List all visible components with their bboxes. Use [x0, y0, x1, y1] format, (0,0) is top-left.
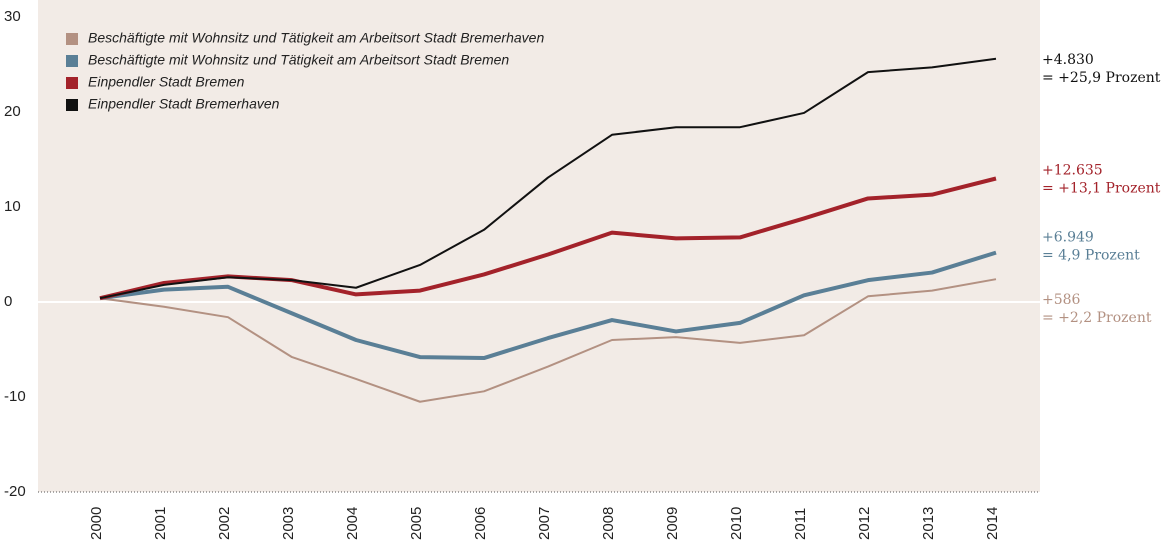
x-tick-label: 2012 [856, 507, 873, 540]
x-tick-label: 2014 [984, 507, 1001, 540]
legend-swatch [66, 99, 78, 111]
annotation: = +2,2 Prozent [1042, 310, 1152, 326]
series-line [99, 278, 997, 403]
x-tick-label: 2002 [216, 507, 233, 540]
x-tick-label: 2005 [408, 507, 425, 540]
series-line [99, 57, 997, 300]
y-tick-label: 20 [4, 103, 21, 120]
y-tick-label: 30 [4, 8, 21, 25]
y-tick-label: 10 [4, 198, 21, 215]
annotation: = +13,1 Prozent [1042, 181, 1161, 197]
annotation: = +25,9 Prozent [1042, 70, 1161, 86]
x-tick-label: 2009 [664, 507, 681, 540]
x-tick-label: 2008 [600, 507, 617, 540]
plot-background [38, 0, 1040, 492]
legend-label: Beschäftigte mit Wohnsitz und Tätigkeit … [88, 30, 544, 46]
x-tick-label: 2011 [792, 508, 809, 540]
x-tick-label: 2001 [152, 507, 169, 540]
x-tick-label: 2003 [280, 507, 297, 540]
legend-label: Einpendler Stadt Bremerhaven [88, 96, 280, 112]
annotation: +4.830 [1042, 52, 1094, 68]
x-tick-label: 2004 [344, 507, 361, 540]
legend-swatch [66, 33, 78, 45]
annotation: = 4,9 Prozent [1042, 248, 1140, 264]
x-tick-label: 2010 [728, 507, 745, 540]
y-tick-label: -20 [4, 483, 26, 500]
legend-swatch [66, 55, 78, 67]
legend-label: Einpendler Stadt Bremen [88, 74, 245, 90]
y-tick-label: -10 [4, 388, 26, 405]
annotation: +12.635 [1042, 163, 1103, 179]
annotation: +6.949 [1042, 230, 1094, 246]
x-tick-label: 2000 [88, 507, 105, 540]
annotation: +586 [1042, 292, 1081, 308]
y-tick-label: 0 [4, 293, 12, 310]
legend-swatch [66, 77, 78, 89]
x-tick-label: 2007 [536, 507, 553, 540]
x-tick-label: 2006 [472, 507, 489, 540]
x-tick-label: 2013 [920, 507, 937, 540]
legend-label: Beschäftigte mit Wohnsitz und Tätigkeit … [88, 52, 509, 68]
series-line [99, 250, 997, 361]
